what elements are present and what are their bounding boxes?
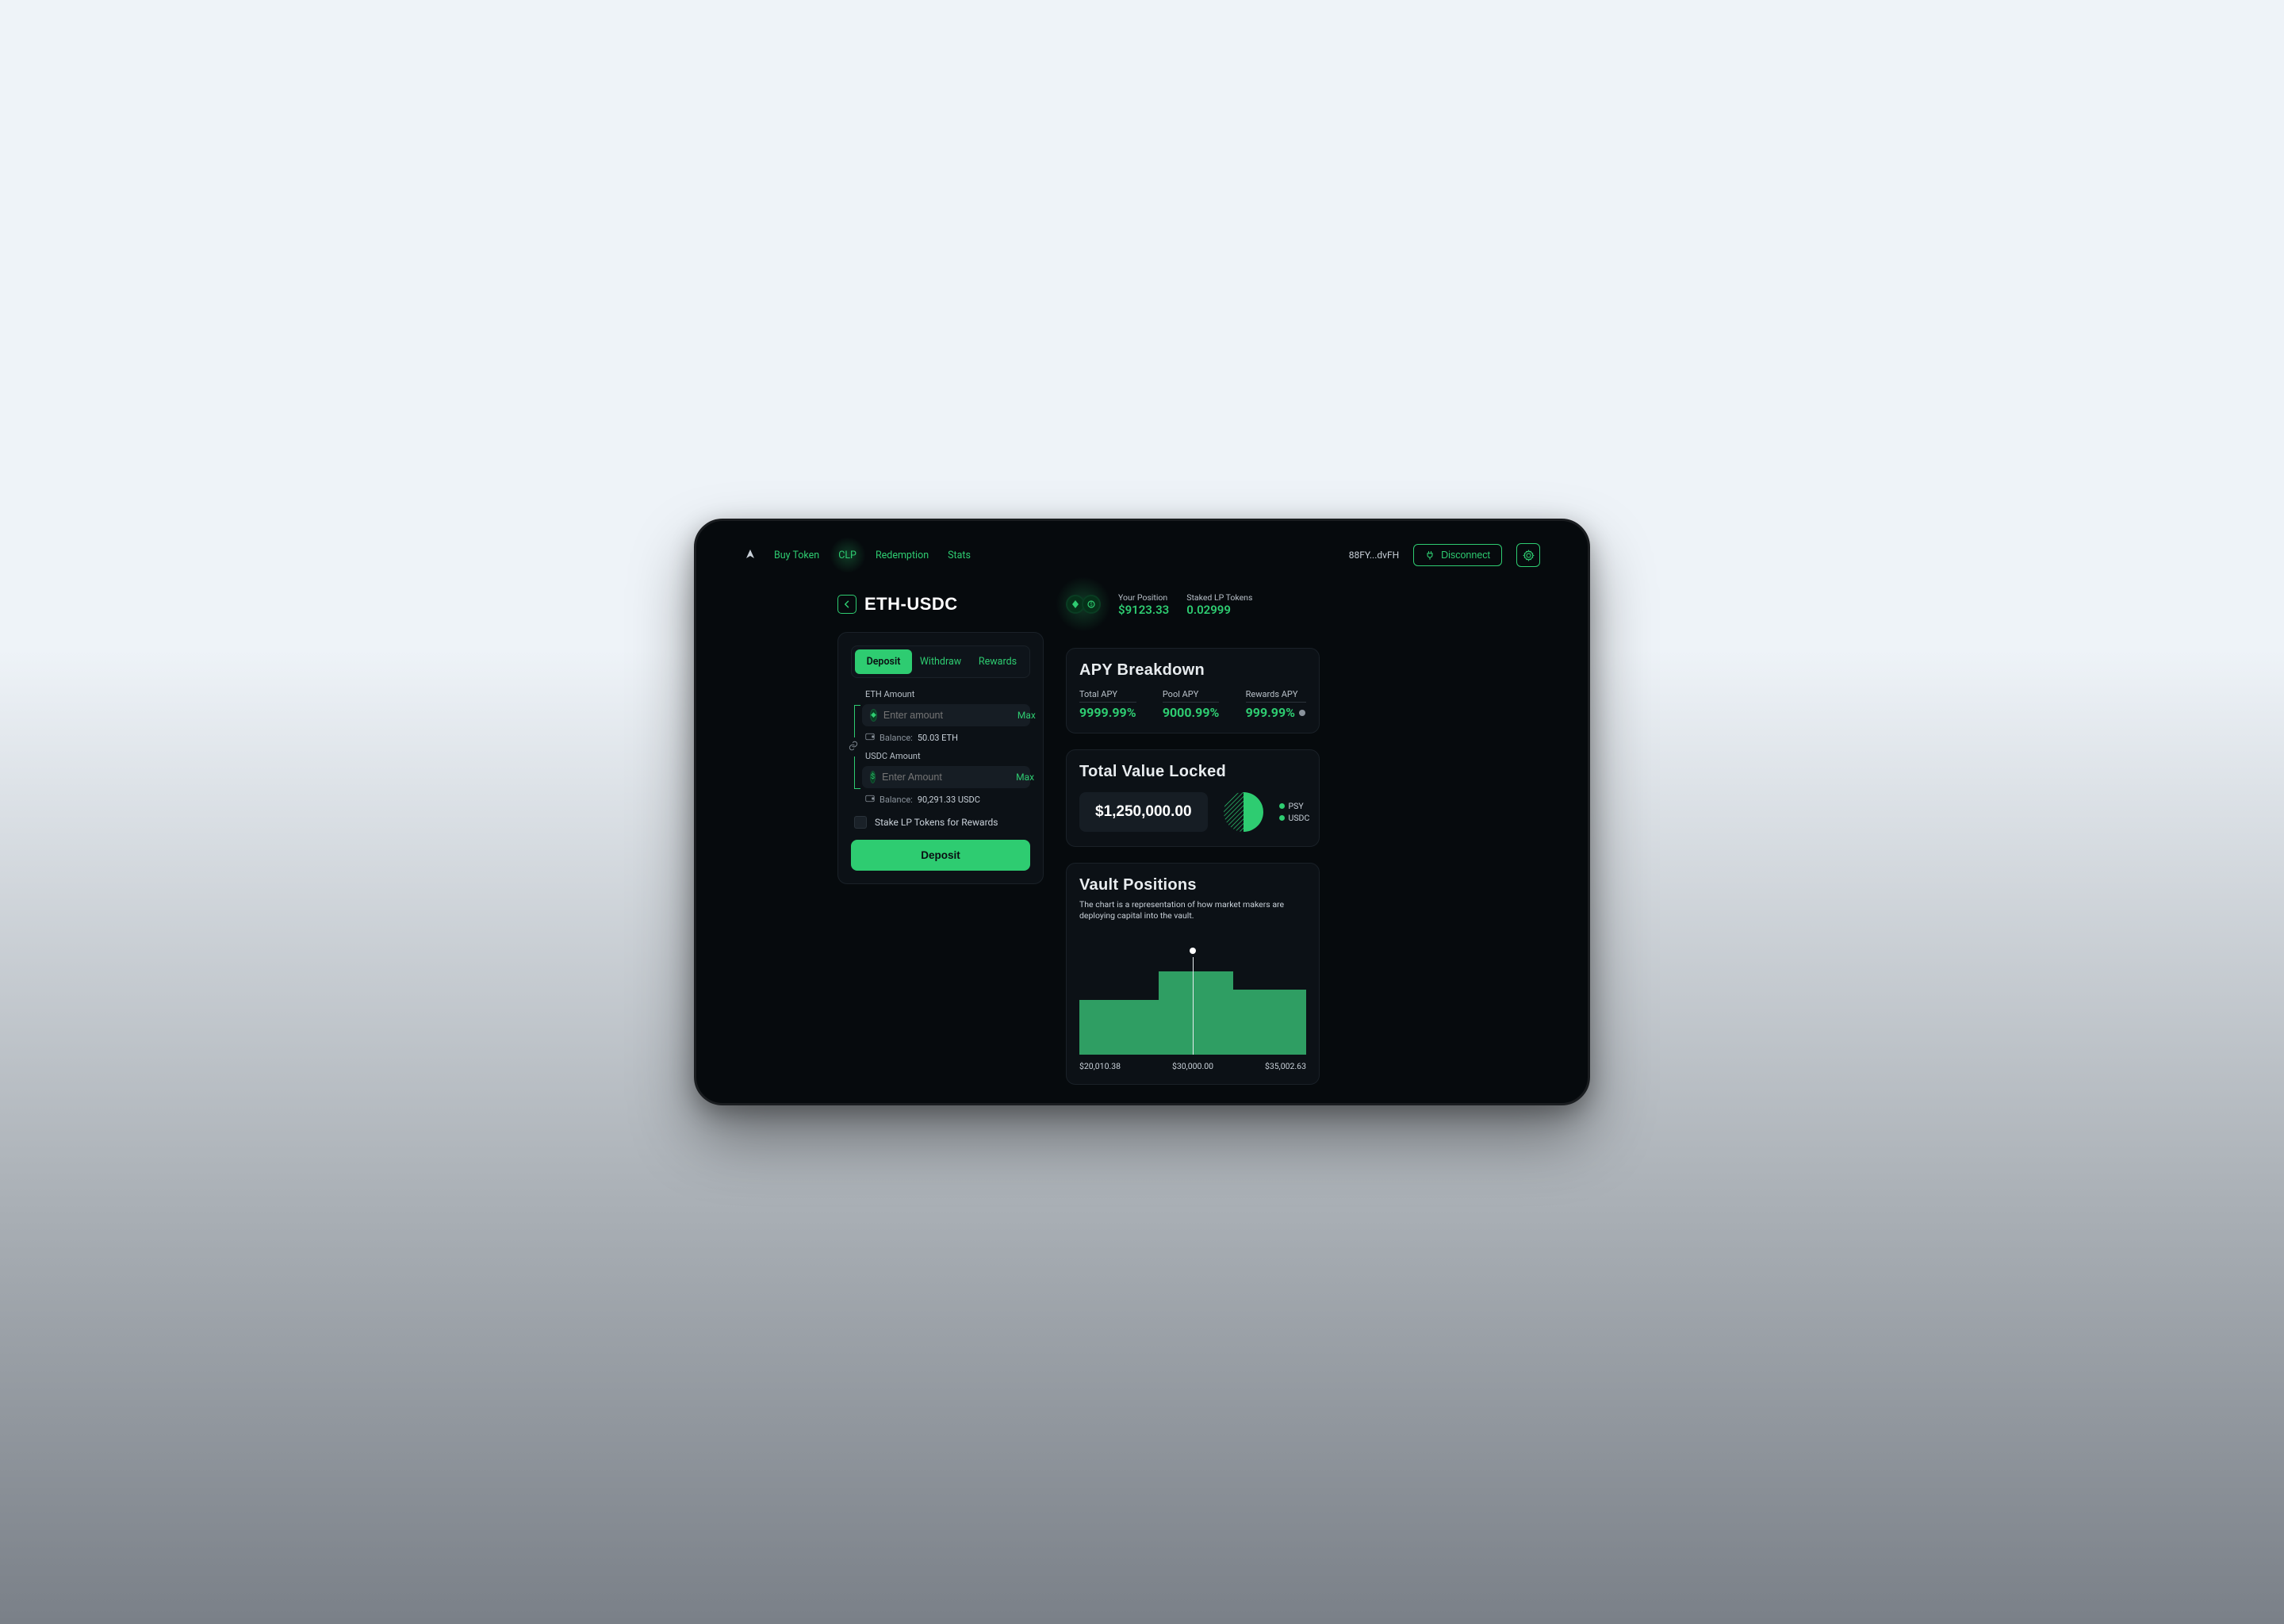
eth-balance-value: 50.03 ETH — [918, 733, 958, 743]
tvl-title: Total Value Locked — [1079, 763, 1306, 781]
eth-balance: Balance: 50.03 ETH — [865, 733, 1030, 743]
staked-value: 0.02999 — [1186, 603, 1252, 617]
tab-withdraw[interactable]: Withdraw — [912, 649, 969, 674]
stake-checkbox[interactable] — [854, 816, 867, 829]
apy-pool-value: 9000.99% — [1163, 705, 1220, 720]
vault-step-chart — [1079, 936, 1306, 1055]
disconnect-label: Disconnect — [1441, 550, 1490, 561]
tab-deposit[interactable]: Deposit — [855, 649, 912, 674]
wallet-icon — [865, 795, 875, 805]
x-label: $35,002.63 — [1265, 1061, 1306, 1071]
vault-needle-knob[interactable] — [1190, 948, 1196, 954]
usdc-amount-input[interactable] — [882, 772, 1010, 783]
usdc-balance: Balance: 90,291.33 USDC — [865, 795, 1030, 805]
apy-total: Total APY 9999.99% — [1079, 689, 1136, 720]
apy-card: APY Breakdown Total APY 9999.99% Pool AP… — [1066, 648, 1320, 733]
position-stat: Your Position $9123.33 — [1118, 592, 1169, 617]
vault-bar — [1159, 971, 1233, 1055]
staked-stat: Staked LP Tokens 0.02999 — [1186, 592, 1252, 617]
vault-bar — [1079, 1000, 1159, 1055]
tab-rewards[interactable]: Rewards — [969, 649, 1026, 674]
balance-label: Balance: — [879, 733, 913, 743]
deposit-button[interactable]: Deposit — [851, 840, 1030, 871]
topbar: Buy Token CLP Redemption Stats 88FY...dv… — [744, 543, 1540, 567]
content: ETH-USDC Deposit Withdraw Rewards ETH Am… — [744, 594, 1540, 1085]
eth-amount-input[interactable] — [883, 710, 1011, 721]
eth-amount-input-wrap: ◆ Max — [862, 704, 1030, 726]
legend-dot-icon — [1279, 803, 1285, 809]
brand-logo-icon — [744, 549, 757, 561]
plug-icon — [1425, 550, 1435, 560]
apy-rewards-label: Rewards APY — [1246, 689, 1306, 699]
app-frame: Buy Token CLP Redemption Stats 88FY...dv… — [694, 519, 1590, 1105]
amount-fields: ETH Amount ◆ Max Balance: 50.03 ETH USDC… — [851, 689, 1030, 805]
eth-max-button[interactable]: Max — [1017, 710, 1036, 721]
vault-desc: The chart is a representation of how mar… — [1079, 899, 1306, 921]
position-value: $9123.33 — [1118, 603, 1169, 617]
apy-pool-label: Pool APY — [1163, 689, 1220, 699]
stake-checkbox-row: Stake LP Tokens for Rewards — [854, 816, 1030, 829]
apy-rewards: Rewards APY 999.99% — [1246, 689, 1306, 720]
vault-bar — [1233, 990, 1306, 1055]
disconnect-button[interactable]: Disconnect — [1413, 544, 1502, 566]
usdc-amount-label: USDC Amount — [865, 751, 1030, 761]
apy-title: APY Breakdown — [1079, 661, 1306, 680]
right-header: $ Your Position $9123.33 Staked LP Token… — [1066, 594, 1320, 615]
vault-card: Vault Positions The chart is a represent… — [1066, 863, 1320, 1085]
position-label: Your Position — [1118, 592, 1169, 603]
usdc-amount-input-wrap: $ Max — [862, 766, 1030, 788]
apy-rewards-value: 999.99% — [1246, 705, 1306, 720]
wallet-icon — [865, 733, 875, 743]
gear-icon — [1523, 550, 1535, 561]
vault-needle — [1193, 957, 1194, 1055]
usdc-icon: $ — [870, 771, 876, 783]
pair-header: ETH-USDC — [837, 594, 1044, 615]
apy-pool: Pool APY 9000.99% — [1163, 689, 1220, 720]
apy-total-value: 9999.99% — [1079, 705, 1136, 720]
nav-buy-token[interactable]: Buy Token — [774, 550, 819, 561]
nav-clp[interactable]: CLP — [838, 550, 856, 561]
nav-links: Buy Token CLP Redemption Stats — [774, 550, 971, 561]
tvl-value: $1,250,000.00 — [1079, 792, 1208, 832]
right-column: $ Your Position $9123.33 Staked LP Token… — [1066, 594, 1320, 1085]
swap-tabs: Deposit Withdraw Rewards — [851, 645, 1030, 678]
nav-stats[interactable]: Stats — [948, 550, 971, 561]
balance-label: Balance: — [879, 795, 913, 805]
link-indicator-icon — [849, 705, 860, 789]
tvl-card: Total Value Locked $1,250,000.00 — [1066, 749, 1320, 847]
back-button[interactable] — [837, 595, 856, 614]
usdc-balance-value: 90,291.33 USDC — [918, 795, 980, 805]
eth-amount-label: ETH Amount — [865, 689, 1030, 699]
apy-total-label: Total APY — [1079, 689, 1136, 699]
settings-button[interactable] — [1516, 543, 1540, 567]
x-label: $20,010.38 — [1079, 1061, 1121, 1071]
eth-icon: ◆ — [870, 709, 877, 722]
token-icon — [1298, 709, 1306, 717]
legend-dot-icon — [1279, 815, 1285, 821]
usdc-max-button[interactable]: Max — [1016, 772, 1034, 783]
x-label: $30,000.00 — [1172, 1061, 1213, 1071]
legend-psy: PSY — [1289, 801, 1304, 811]
left-column: ETH-USDC Deposit Withdraw Rewards ETH Am… — [837, 594, 1044, 1085]
swap-card: Deposit Withdraw Rewards ETH Amount ◆ Ma… — [837, 632, 1044, 884]
nav-redemption[interactable]: Redemption — [876, 550, 929, 561]
tvl-legend: PSY USDC — [1279, 799, 1310, 825]
tvl-pie-chart — [1222, 791, 1265, 833]
usdc-coin-icon: $ — [1082, 595, 1101, 614]
wallet-address: 88FY...dvFH — [1349, 550, 1399, 561]
arrow-left-icon — [842, 599, 852, 609]
coin-pair-icon: $ — [1066, 594, 1101, 615]
pair-title: ETH-USDC — [864, 594, 958, 615]
apy-row: Total APY 9999.99% Pool APY 9000.99% Rew… — [1079, 689, 1306, 720]
staked-label: Staked LP Tokens — [1186, 592, 1252, 603]
vault-x-labels: $20,010.38 $30,000.00 $35,002.63 — [1079, 1061, 1306, 1071]
vault-title: Vault Positions — [1079, 876, 1306, 894]
stake-label: Stake LP Tokens for Rewards — [875, 817, 998, 828]
legend-usdc: USDC — [1289, 813, 1310, 823]
